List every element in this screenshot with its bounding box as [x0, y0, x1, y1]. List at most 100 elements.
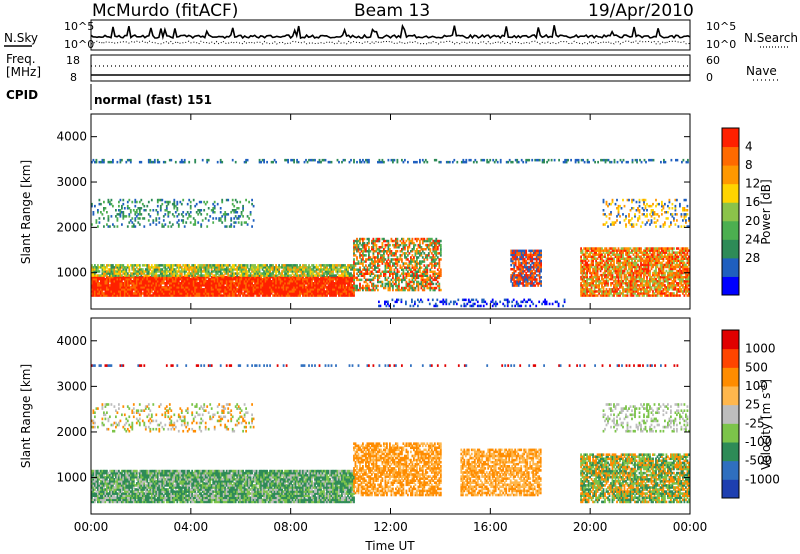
echo-cell [197, 292, 200, 295]
echo-cell [345, 272, 348, 275]
echo-cell [433, 256, 436, 259]
echo-cell [604, 292, 606, 295]
echo-cell [433, 252, 436, 255]
echo-cell [605, 282, 608, 285]
echo-cell [107, 294, 110, 297]
echo-cell [332, 288, 334, 291]
echo-cell [168, 266, 171, 269]
echo-cell [359, 268, 361, 271]
echo-cell [284, 294, 286, 297]
echo-cell [631, 265, 633, 269]
echo-cell [652, 265, 654, 269]
echo-cell [113, 282, 116, 285]
echo-cell [338, 288, 340, 291]
echo-cell [659, 271, 662, 275]
echo-cell [137, 288, 140, 291]
echo-cell [659, 290, 662, 293]
echo-cell [212, 282, 215, 285]
echo-cell [338, 282, 340, 285]
echo-cell [312, 277, 315, 281]
echo-cell [359, 286, 361, 290]
echo-cell [122, 266, 125, 269]
echo-cell [342, 282, 345, 285]
echo-cell [294, 275, 297, 279]
echo-cell [617, 292, 620, 295]
echo-cell [336, 288, 339, 291]
echo-cell [592, 263, 594, 267]
echo-cell [519, 249, 522, 253]
echo-cell [362, 256, 364, 259]
echo-cell [640, 255, 642, 258]
echo-cell [219, 288, 222, 291]
echo-cell [599, 251, 602, 254]
echo-cell [195, 275, 198, 279]
echo-cell [520, 261, 523, 265]
echo-cell [92, 290, 95, 293]
echo-cell [655, 273, 657, 277]
echo-cell [619, 275, 621, 279]
echo-cell [424, 254, 427, 257]
echo-cell [342, 288, 345, 291]
echo-cell [101, 292, 104, 295]
echo-cell [210, 290, 213, 293]
echo-cell [251, 264, 253, 267]
echo-cell [583, 263, 585, 267]
echo-cell [517, 276, 520, 279]
echo-cell [416, 270, 418, 273]
echo-cell [150, 270, 153, 273]
echo-cell [281, 275, 283, 279]
echo-cell [628, 247, 630, 250]
echo-cell [189, 292, 192, 295]
echo-cell [408, 284, 411, 288]
echo-cell [327, 286, 330, 289]
echo-cell [433, 288, 436, 292]
echo-cell [135, 275, 138, 279]
echo-cell [625, 294, 627, 297]
echo-cell [294, 288, 297, 291]
echo-cell [608, 263, 611, 267]
echo-cell [264, 284, 267, 287]
echo-cell [635, 288, 638, 291]
echo-cell [118, 290, 120, 293]
echo-cell [188, 277, 191, 281]
echo-cell [420, 260, 423, 263]
echo-cell [179, 286, 182, 289]
echo-cell [186, 280, 189, 283]
echo-cell [125, 272, 128, 275]
echo-cell [383, 286, 385, 290]
echo-cell [662, 267, 665, 271]
echo-cell [191, 290, 194, 293]
echo-cell [109, 268, 111, 271]
echo-cell [371, 248, 373, 251]
echo-cell [100, 277, 102, 281]
echo-cell [303, 292, 306, 295]
echo-cell [128, 290, 131, 293]
echo-cell [261, 277, 264, 281]
echo-cell [318, 268, 321, 271]
echo-cell [317, 268, 319, 271]
echo-cell [665, 265, 668, 269]
echo-cell [188, 284, 191, 287]
echo-cell [314, 275, 316, 279]
echo-cell [528, 249, 531, 253]
echo-cell [345, 266, 348, 269]
echo-cell [306, 275, 309, 279]
echo-cell [179, 275, 182, 279]
echo-cell [638, 251, 641, 254]
echo-cell [144, 288, 147, 291]
echo-cell [590, 288, 593, 291]
echo-cell [535, 261, 538, 265]
echo-cell [330, 268, 333, 271]
echo-cell [273, 270, 276, 273]
echo-cell [188, 290, 191, 293]
echo-cell [194, 266, 197, 269]
echo-cell [305, 275, 307, 279]
echo-cell [207, 264, 210, 267]
echo-cell [251, 288, 253, 291]
echo-cell [526, 255, 529, 259]
echo-cell [125, 268, 128, 271]
echo-cell [110, 288, 113, 291]
echo-cell [623, 247, 626, 250]
echo-cell [152, 266, 155, 269]
